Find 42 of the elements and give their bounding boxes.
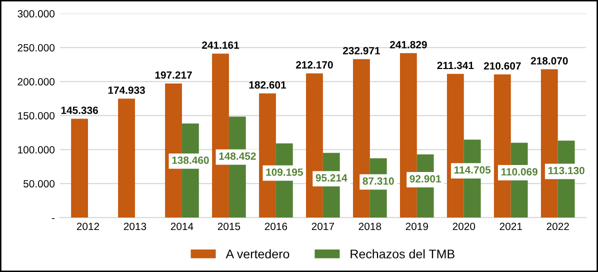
data-label: 87.310: [362, 177, 394, 185]
x-tick-label: 2021: [500, 222, 522, 230]
bar: [71, 118, 88, 218]
data-label: 174.933: [108, 86, 145, 94]
x-tick-label: 2022: [546, 222, 569, 230]
data-label: 138.460: [172, 156, 209, 164]
legend-label: A vertedero: [226, 249, 290, 258]
data-label: 182.601: [249, 81, 286, 89]
y-tick-label: -: [52, 218, 54, 220]
data-label: 211.341: [437, 62, 474, 70]
data-label: 210.607: [484, 62, 521, 70]
data-label: 114.705: [454, 166, 491, 174]
data-label: 218.070: [530, 57, 568, 65]
y-tick-label: 100.000: [18, 146, 55, 154]
data-label: 92.901: [410, 175, 441, 182]
x-tick-label: 2016: [264, 222, 288, 230]
bar: [118, 98, 135, 218]
data-label: 145.336: [61, 106, 98, 114]
data-label: 113.130: [548, 166, 584, 174]
x-tick-label: 2017: [312, 222, 334, 230]
x-tick-label: 2013: [124, 222, 146, 230]
legend-label: Rechazos del TMB: [350, 249, 454, 258]
x-tick-label: 2012: [76, 222, 100, 230]
data-label: 197.217: [155, 71, 192, 79]
x-tick-label: 2019: [406, 222, 428, 230]
y-tick-label: 200.000: [18, 78, 55, 86]
y-tick-label: 150.000: [18, 112, 55, 120]
y-tick-label: 300.000: [18, 10, 55, 18]
data-label: 110.069: [501, 168, 538, 176]
x-tick-label: 2015: [218, 222, 240, 230]
x-tick-label: 2020: [452, 222, 476, 230]
data-label: 95.214: [316, 174, 348, 182]
data-label: 241.829: [390, 41, 427, 48]
data-label: 241.161: [202, 41, 240, 49]
data-label: 232.971: [342, 47, 380, 54]
y-tick-label: 250.000: [18, 44, 55, 52]
x-tick-label: 2014: [170, 222, 194, 230]
data-label: 148.452: [219, 152, 256, 160]
data-label: 109.195: [266, 168, 303, 176]
data-label: 212.170: [296, 61, 333, 69]
x-tick-label: 2018: [358, 222, 382, 230]
y-tick-label: 50.000: [24, 180, 55, 188]
